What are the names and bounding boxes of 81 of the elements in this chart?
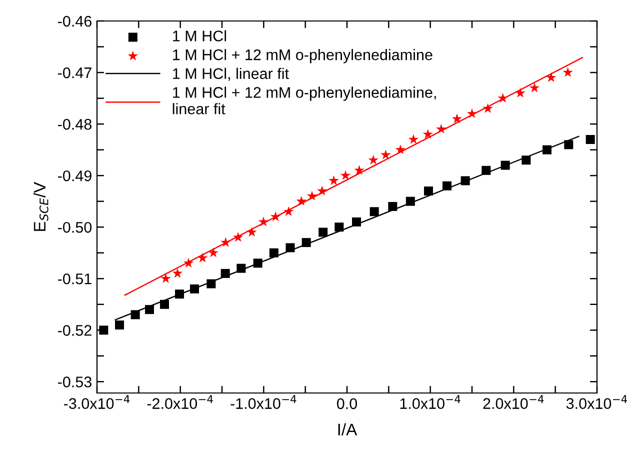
point [529, 82, 540, 92]
point [395, 144, 406, 154]
point [380, 150, 391, 160]
x-tick-label: -3.0x10$^{−4}$ [64, 395, 130, 409]
point [316, 186, 328, 196]
point [406, 196, 415, 206]
y-tick-label: -0.46 [58, 16, 92, 27]
point [368, 154, 378, 164]
y-axis-title: E$_{SCE}$/V [33, 182, 48, 231]
point [160, 273, 171, 283]
point [340, 170, 351, 180]
point [208, 247, 218, 258]
point [99, 326, 108, 335]
point [408, 134, 419, 144]
point [206, 279, 216, 288]
x-tick-label: -2.0x10$^{−4}$ [147, 395, 213, 409]
y-tick-label: -0.53 [58, 376, 92, 388]
point [145, 305, 154, 314]
point [246, 226, 257, 237]
point [562, 67, 573, 77]
point [306, 190, 318, 201]
x-tick-label: 0.0 [336, 398, 358, 410]
point [370, 207, 379, 216]
point [466, 108, 478, 118]
legend-label: 1 M HCl + 12 mM o-phenylenediamine [173, 48, 432, 64]
point [220, 268, 230, 278]
point [318, 228, 328, 237]
point [352, 217, 361, 226]
point [424, 186, 433, 196]
point [460, 176, 470, 186]
legend-label: 1 M HCl + 12 mM o-phenylenediamine, linear fit [172, 86, 436, 114]
y-tick-label: -0.50 [58, 222, 92, 233]
point [172, 268, 183, 278]
y-tick-label: -0.49 [58, 170, 92, 182]
legend-label: 1 M HCl, linear fit [173, 68, 289, 81]
point [498, 92, 508, 103]
legend-label: 1 M HCl [173, 30, 226, 42]
point [422, 128, 433, 139]
point [115, 320, 124, 330]
point [197, 252, 208, 262]
y-tick-label: -0.51 [58, 273, 92, 284]
point [183, 258, 194, 268]
point [253, 258, 262, 268]
point [500, 160, 510, 170]
point [542, 145, 552, 154]
point [442, 181, 452, 190]
x-tick-label: 2.0x10$^{−4}$ [483, 395, 544, 409]
point [328, 175, 339, 186]
point [522, 156, 531, 165]
point [302, 238, 311, 248]
point [436, 124, 446, 134]
point [482, 103, 493, 113]
point [269, 248, 278, 258]
point [564, 140, 574, 150]
point [283, 206, 294, 216]
point [258, 216, 269, 226]
point [220, 237, 231, 247]
point [482, 166, 491, 175]
point [586, 135, 595, 144]
x-axis-title: I/A [338, 423, 358, 436]
point [270, 211, 281, 222]
x-tick-label: -1.0x10$^{−4}$ [230, 395, 296, 409]
x-tick-label: 3.0x10$^{−4}$ [566, 395, 628, 409]
x-tick-label: 1.0x10$^{−4}$ [400, 395, 460, 409]
point [130, 310, 140, 320]
y-tick-label: -0.48 [58, 118, 92, 130]
point [354, 165, 364, 175]
point [190, 284, 199, 294]
y-tick-label: -0.47 [58, 67, 92, 78]
point [175, 290, 184, 299]
y-tick-label: -0.52 [58, 325, 92, 336]
point [160, 300, 169, 309]
point [236, 264, 246, 273]
point [546, 72, 556, 82]
point [286, 243, 295, 252]
point [334, 222, 344, 232]
point [232, 232, 244, 242]
point [452, 114, 462, 124]
point [515, 88, 526, 98]
point [296, 196, 306, 206]
point [388, 202, 398, 211]
